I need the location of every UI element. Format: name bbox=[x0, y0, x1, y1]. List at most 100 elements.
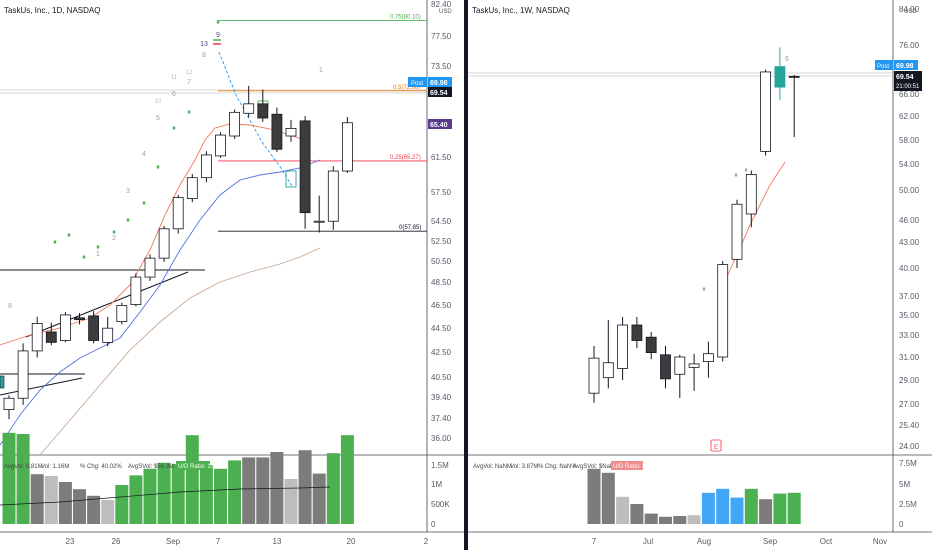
daily-date-tick[interactable]: 26 bbox=[112, 537, 121, 546]
candle-body[interactable] bbox=[243, 103, 255, 114]
candle-body[interactable] bbox=[74, 317, 85, 321]
weekly-time-axis[interactable]: 7 Jul Aug Sep Oct Nov bbox=[592, 537, 887, 546]
daily-price-tick[interactable]: 37.40 bbox=[431, 414, 452, 423]
weekly-date-tick[interactable]: Jul bbox=[643, 537, 653, 546]
weekly-candles[interactable] bbox=[588, 47, 800, 403]
weekly-candle-body[interactable] bbox=[774, 66, 786, 88]
candle-body[interactable] bbox=[60, 314, 71, 341]
candle-body[interactable] bbox=[88, 315, 99, 341]
weekly-price-tick[interactable]: 40.00 bbox=[899, 264, 920, 273]
weekly-price-tick[interactable]: 25.40 bbox=[899, 421, 920, 430]
candle-body[interactable] bbox=[229, 111, 241, 137]
candle-body[interactable] bbox=[327, 170, 339, 222]
weekly-price-tick[interactable]: 35.00 bbox=[899, 311, 920, 320]
weekly-candle-body[interactable] bbox=[617, 324, 628, 369]
weekly-price-tick[interactable]: 37.00 bbox=[899, 292, 920, 301]
weekly-candle-body[interactable] bbox=[688, 363, 700, 368]
daily-date-tick[interactable]: Sep bbox=[166, 537, 181, 546]
weekly-price-tick[interactable]: 50.00 bbox=[899, 186, 920, 195]
daily-price-tick[interactable]: 54.50 bbox=[431, 217, 452, 226]
weekly-price-tick[interactable]: 46.00 bbox=[899, 216, 920, 225]
candle-body[interactable] bbox=[285, 128, 297, 137]
daily-price-tick[interactable]: 77.50 bbox=[431, 32, 452, 41]
candle-body[interactable] bbox=[313, 220, 325, 223]
weekly-candle-body[interactable] bbox=[745, 173, 757, 215]
weekly-candle-body[interactable] bbox=[760, 71, 771, 152]
daily-price-tick[interactable]: 52.50 bbox=[431, 237, 452, 246]
daily-price-tick[interactable]: 57.50 bbox=[431, 188, 452, 197]
daily-date-tick[interactable]: 20 bbox=[347, 537, 356, 546]
weekly-price-tick[interactable]: 43.00 bbox=[899, 238, 920, 247]
daily-date-tick[interactable]: 2 bbox=[424, 537, 429, 546]
candle-body[interactable] bbox=[130, 276, 142, 305]
daily-price-tick[interactable]: 36.00 bbox=[431, 434, 452, 443]
daily-candles[interactable] bbox=[0, 85, 353, 420]
projection-dashed-line[interactable] bbox=[218, 51, 293, 187]
weekly-price-tick[interactable]: 54.00 bbox=[899, 160, 920, 169]
candle-body[interactable] bbox=[257, 103, 269, 119]
base-trendline[interactable] bbox=[0, 377, 83, 396]
daily-chart-panel[interactable]: TaskUs, Inc., 1D, NASDAQ USD 0.75(80.10)… bbox=[0, 0, 464, 550]
daily-date-tick[interactable]: 13 bbox=[273, 537, 282, 546]
weekly-chart-panel[interactable]: TaskUs, Inc., 1W, NASDAQ USD 6E 84.0076.… bbox=[468, 0, 932, 550]
weekly-candle-body[interactable] bbox=[674, 356, 686, 375]
daily-price-tick[interactable]: 44.50 bbox=[431, 324, 452, 333]
daily-date-tick[interactable]: 7 bbox=[216, 537, 221, 546]
daily-price-tick[interactable]: 40.50 bbox=[431, 373, 452, 382]
weekly-candle-body[interactable] bbox=[588, 357, 600, 394]
candle-body[interactable] bbox=[215, 134, 226, 157]
weekly-date-tick[interactable]: 7 bbox=[592, 537, 597, 546]
weekly-price-tick[interactable]: 24.00 bbox=[899, 442, 920, 451]
daily-price-tick[interactable]: 82.40 bbox=[431, 0, 452, 9]
daily-price-tick[interactable]: 46.50 bbox=[431, 301, 452, 310]
panel-divider[interactable] bbox=[464, 0, 468, 550]
daily-fib-levels[interactable]: 0.75(80.10) 0.5(72.68) 0.25(65.27) 0(57.85) bbox=[0, 15, 427, 232]
candle-body[interactable] bbox=[186, 177, 198, 199]
daily-price-tick[interactable]: 50.50 bbox=[431, 257, 452, 266]
daily-time-axis[interactable]: 23 26 Sep 7 13 20 2 bbox=[66, 537, 429, 546]
daily-price-tick[interactable]: 48.50 bbox=[431, 278, 452, 287]
weekly-date-tick[interactable]: Sep bbox=[763, 537, 778, 546]
weekly-price-tick[interactable]: 84.00 bbox=[899, 5, 920, 14]
daily-price-tick[interactable]: 42.50 bbox=[431, 348, 452, 357]
weekly-price-tick[interactable]: 29.00 bbox=[899, 376, 920, 385]
daily-price-tick[interactable]: 73.50 bbox=[431, 62, 452, 71]
weekly-candle-body[interactable] bbox=[645, 336, 657, 354]
candle-body[interactable] bbox=[116, 305, 128, 322]
weekly-candle-body[interactable] bbox=[660, 354, 671, 380]
weekly-candle-body[interactable] bbox=[717, 264, 729, 358]
weekly-date-tick[interactable]: Aug bbox=[697, 537, 711, 546]
candle-body[interactable] bbox=[31, 323, 43, 352]
weekly-date-tick[interactable]: Nov bbox=[873, 537, 887, 546]
candle-body[interactable] bbox=[102, 327, 114, 343]
weekly-price-tick[interactable]: 62.00 bbox=[899, 112, 920, 121]
candle-body[interactable] bbox=[341, 122, 353, 172]
weekly-candle-body[interactable] bbox=[731, 203, 743, 260]
weekly-candle-body[interactable] bbox=[602, 362, 614, 379]
daily-price-tick[interactable]: 61.50 bbox=[431, 153, 452, 162]
daily-price-axis[interactable]: 82.4077.5073.5069.5065.4061.5057.5054.50… bbox=[431, 0, 452, 443]
weekly-price-tick[interactable]: 31.00 bbox=[899, 353, 920, 362]
candle-body[interactable] bbox=[299, 120, 311, 214]
weekly-price-tick[interactable]: 66.00 bbox=[899, 90, 920, 99]
weekly-candle-body[interactable] bbox=[703, 353, 714, 363]
weekly-candle-body[interactable] bbox=[788, 75, 800, 78]
weekly-price-tick[interactable]: 33.00 bbox=[899, 331, 920, 340]
candle-body[interactable] bbox=[0, 375, 5, 389]
candle-body[interactable] bbox=[158, 228, 170, 259]
daily-date-tick[interactable]: 23 bbox=[66, 537, 75, 546]
weekly-price-tick[interactable]: 58.00 bbox=[899, 136, 920, 145]
candle-body[interactable] bbox=[17, 350, 29, 399]
weekly-price-tick[interactable]: 27.00 bbox=[899, 400, 920, 409]
candle-body[interactable] bbox=[144, 257, 156, 278]
candle-body[interactable] bbox=[45, 331, 57, 343]
weekly-candle-body[interactable] bbox=[631, 324, 643, 341]
daily-price-tick[interactable]: 39.40 bbox=[431, 393, 452, 402]
candle-body[interactable] bbox=[3, 397, 15, 410]
weekly-price-tick[interactable]: 76.00 bbox=[899, 41, 920, 50]
candle-body[interactable] bbox=[172, 197, 184, 230]
candle-body[interactable] bbox=[200, 154, 212, 179]
weekly-date-tick[interactable]: Oct bbox=[820, 537, 833, 546]
candle-body[interactable] bbox=[271, 113, 283, 150]
weekly-price-axis[interactable]: 84.00 76.00 66.00 62.00 58.00 54.00 50.00 46.00… bbox=[899, 5, 920, 451]
